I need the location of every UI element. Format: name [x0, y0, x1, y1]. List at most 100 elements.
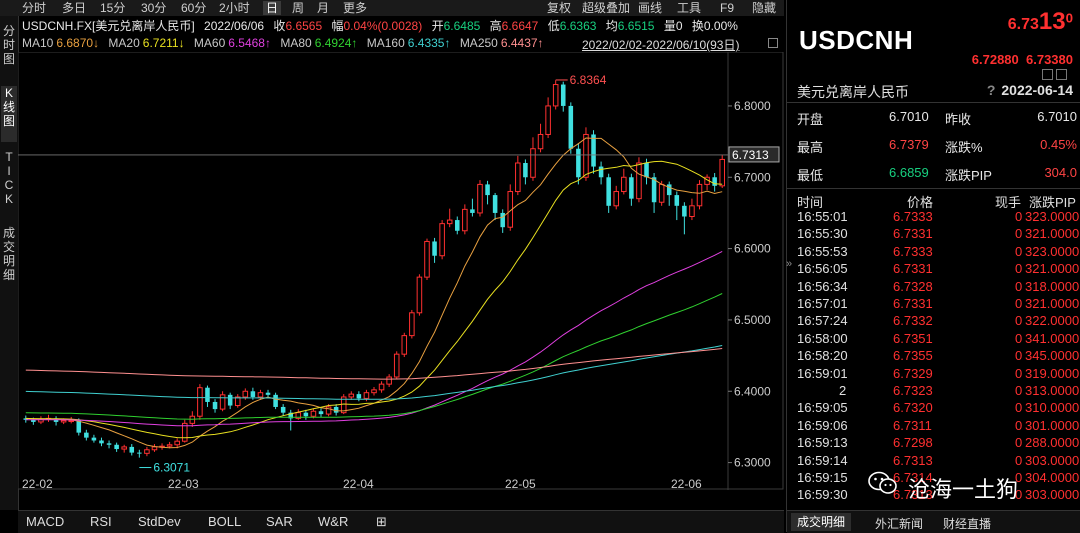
minus-icon[interactable]	[1042, 69, 1053, 80]
trade-row: 16:59:06 6.7311 0 301.0000	[797, 418, 1080, 434]
tab-more[interactable]: 更多	[343, 1, 368, 15]
tab-monthly[interactable]: 月	[317, 1, 330, 15]
trade-time: 16:57:24	[797, 313, 848, 329]
candle-body	[621, 176, 627, 193]
view-trades[interactable]: 成交明细	[1, 226, 17, 296]
candle-body	[409, 312, 415, 337]
tab-2hour[interactable]: 2小时	[219, 1, 250, 15]
tab-multiday[interactable]: 多日	[62, 1, 87, 15]
trade-time: 2	[839, 383, 847, 398]
ma60-value: 6.5468↑	[228, 36, 271, 50]
ma60-label: MA60	[193, 36, 226, 50]
trade-time: 16:59:01	[797, 365, 848, 381]
tab-60min[interactable]: 60分	[181, 1, 207, 15]
trade-pip: 319.0000	[1025, 365, 1080, 381]
adjust-button[interactable]: 复权	[547, 1, 572, 15]
tab-wr[interactable]: W&R	[318, 514, 349, 529]
ma250-line	[25, 348, 723, 380]
tab-15min[interactable]: 15分	[100, 1, 126, 15]
trade-pip: 288.0000	[1025, 435, 1080, 451]
trade-volume: 0	[1015, 435, 1023, 451]
trade-volume: 0	[1015, 278, 1023, 294]
trade-volume: 0	[1015, 487, 1023, 503]
view-intraday-label: 分时图	[2, 24, 15, 66]
candle-body	[84, 432, 89, 438]
turnover-label: 换	[691, 19, 704, 33]
candle-body	[537, 133, 544, 150]
stat-label: 开盘	[797, 112, 824, 127]
high-value: 6.6647	[501, 19, 539, 33]
trade-price: 6.7331	[893, 226, 933, 242]
x-tick-label: 22-06	[671, 477, 702, 490]
low-annotation: 6.3071	[153, 461, 190, 475]
view-trades-label: 成交明细	[2, 226, 15, 282]
trade-pip: 303.0000	[1025, 487, 1080, 503]
tab-stddev[interactable]: StdDev	[138, 514, 181, 529]
candle-body	[310, 410, 317, 417]
col-pip: 涨跌PIP	[1029, 195, 1076, 210]
range-lock-icon[interactable]	[768, 38, 778, 48]
vol-label: 量	[663, 19, 676, 33]
candle-body	[485, 184, 490, 196]
candle-body	[515, 162, 521, 193]
candle-body	[523, 163, 528, 178]
bar-date: 2022/06/06	[204, 19, 265, 33]
add-indicator-icon[interactable]: ⊞	[376, 514, 387, 529]
f9-button[interactable]: F9	[720, 1, 735, 15]
kline-chart[interactable]: 6.8000 6.7000 6.6000 6.5000 6.4000 6.3000 6.73…	[18, 52, 784, 490]
candle-body	[356, 394, 362, 399]
trade-time: 16:59:30	[797, 487, 848, 503]
overlay-button[interactable]: 超级叠加	[582, 1, 631, 15]
candle-body	[651, 177, 657, 203]
candle-body	[416, 276, 423, 314]
hide-button[interactable]: 隐藏	[752, 1, 777, 15]
help-icon[interactable]: ?	[986, 82, 996, 98]
candle-body	[151, 446, 158, 451]
panel-date-value: 2022-06-14	[1001, 82, 1073, 98]
candle-body	[598, 166, 604, 178]
view-tick[interactable]: TICK	[1, 150, 17, 214]
tab-fx-news[interactable]: 外汇新闻	[875, 517, 924, 531]
tab-live[interactable]: 财经直播	[943, 517, 992, 531]
trade-time: 16:56:05	[797, 261, 848, 277]
trade-row: 16:59:15 6.7314 0 304.0000	[797, 470, 1080, 486]
ma160-label: MA160	[366, 36, 405, 50]
ask-price: 6.73380	[1026, 52, 1073, 67]
candle-body	[99, 440, 104, 444]
tab-30min[interactable]: 30分	[141, 1, 167, 15]
tab-trade-detail[interactable]: 成交明细	[791, 513, 852, 531]
date-range[interactable]: 2022/02/02-2022/06/10(93日)	[582, 38, 740, 52]
candle-body	[106, 443, 112, 445]
candle-body	[114, 444, 119, 450]
view-intraday[interactable]: 分时图	[1, 24, 17, 80]
ma80-value: 6.4924↑	[314, 36, 358, 50]
tab-weekly[interactable]: 周	[292, 1, 305, 15]
amp-value: 0.04%(0.0028)	[343, 19, 423, 33]
trade-pip: 321.0000	[1025, 296, 1080, 311]
col-volume: 现手	[995, 195, 1022, 210]
tab-daily[interactable]: 日	[263, 1, 282, 15]
tools-button[interactable]: 工具	[677, 1, 702, 15]
stat-value: 6.7010	[889, 109, 929, 124]
candle-body	[682, 205, 687, 217]
trade-time: 16:55:30	[797, 226, 848, 242]
current-price-label: 6.7313	[732, 148, 769, 162]
draw-button[interactable]: 画线	[638, 1, 663, 15]
collapse-arrow-icon[interactable]: »	[786, 258, 793, 270]
tab-intraday[interactable]: 分时	[22, 1, 47, 15]
tab-boll[interactable]: BOLL	[208, 514, 242, 529]
tab-rsi[interactable]: RSI	[90, 514, 112, 529]
tab-macd[interactable]: MACD	[26, 514, 65, 529]
candle-body	[174, 440, 180, 446]
bid-ask: 6.72880 6.73380	[972, 52, 1073, 67]
trade-volume: 0	[1015, 365, 1023, 381]
trade-price: 6.7313	[893, 487, 933, 503]
stat-label: 最高	[797, 140, 824, 155]
plus-icon[interactable]	[1056, 69, 1067, 80]
candle-body	[719, 158, 725, 187]
stat-value: 6.6859	[889, 165, 929, 180]
tab-sar[interactable]: SAR	[266, 514, 293, 529]
view-kline[interactable]: K线图	[1, 86, 17, 142]
y-tick-label: 6.7000	[734, 170, 771, 184]
candle-body	[257, 392, 264, 398]
